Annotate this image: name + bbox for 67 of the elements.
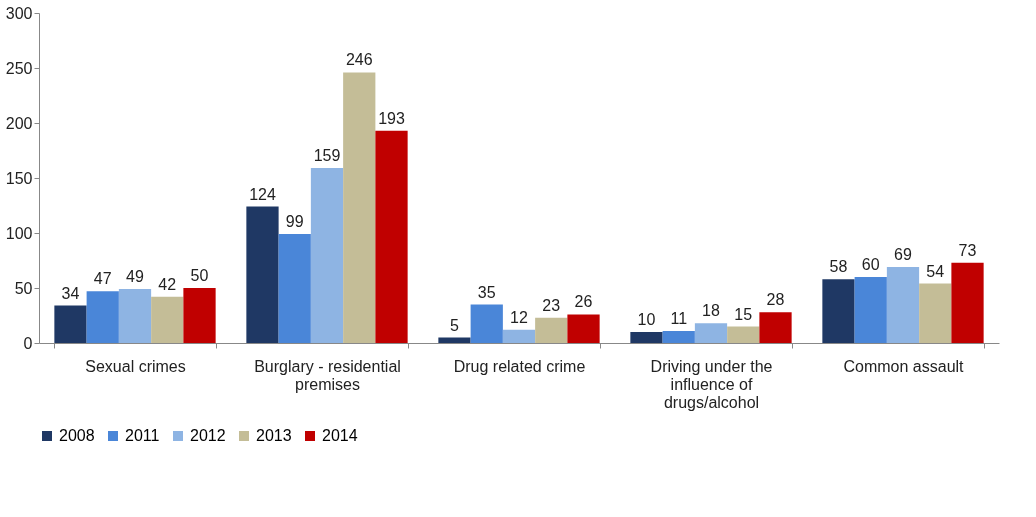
legend-label: 2011	[125, 427, 160, 444]
bar	[183, 288, 216, 343]
x-tick-label: Common assault	[843, 357, 965, 375]
bar	[502, 329, 536, 343]
bar	[886, 267, 920, 343]
x-tick-label: Burglary - residential premises	[254, 357, 401, 393]
data-label: 18	[702, 302, 720, 320]
bar	[630, 332, 663, 343]
bar	[118, 289, 152, 343]
bar	[278, 234, 311, 343]
y-tick-label: 250	[5, 59, 33, 77]
bar	[759, 312, 792, 343]
legend-label: 2013	[256, 427, 292, 444]
data-label: 35	[477, 283, 496, 301]
bar	[375, 130, 408, 343]
bar	[470, 304, 503, 343]
bar	[343, 72, 376, 343]
data-label: 50	[190, 267, 209, 284]
bar	[54, 305, 87, 343]
x-tick-label: Sexual crimes	[85, 357, 186, 375]
bar	[567, 314, 600, 343]
bar	[822, 279, 855, 343]
legend-label: 2012	[190, 427, 226, 444]
data-label: 73	[958, 241, 977, 259]
data-label: 49	[126, 268, 144, 286]
data-label: 28	[766, 291, 785, 309]
bar	[727, 326, 760, 343]
data-label: 159	[313, 147, 341, 165]
bar	[86, 291, 119, 343]
data-label: 10	[637, 311, 656, 328]
y-tick-label: 200	[5, 114, 33, 132]
data-label: 42	[158, 275, 177, 293]
y-tick-label: 300	[5, 4, 33, 22]
y-tick-label: 150	[5, 169, 33, 187]
data-label: 26	[574, 293, 593, 311]
bar	[854, 277, 887, 343]
bar	[662, 330, 695, 343]
data-label: 11	[670, 309, 688, 327]
data-label: 54	[926, 262, 945, 280]
bar	[151, 296, 184, 343]
data-label: 34	[61, 284, 80, 302]
data-label: 23	[542, 296, 561, 314]
legend-label: 2008	[59, 427, 95, 444]
bar	[310, 168, 344, 343]
bar	[246, 206, 279, 343]
bar	[438, 337, 471, 343]
data-label: 58	[829, 258, 848, 276]
data-label: 193	[378, 109, 405, 127]
data-label: 60	[861, 256, 880, 273]
data-label: 15	[734, 305, 753, 323]
y-tick-label: 0	[23, 334, 33, 352]
data-label: 5	[450, 316, 460, 334]
data-label: 69	[894, 246, 912, 264]
bar	[919, 283, 952, 343]
bar	[951, 262, 984, 343]
y-tick-label: 50	[14, 279, 33, 297]
legend-label: 2014	[322, 427, 358, 444]
data-label: 124	[249, 185, 276, 203]
data-label: 47	[93, 270, 112, 288]
y-tick-label: 100	[5, 224, 33, 242]
data-label: 99	[285, 213, 304, 231]
data-label: 12	[510, 308, 528, 326]
bar	[535, 317, 568, 343]
x-tick-label: Driving under the influence of drugs/alcohol	[650, 357, 773, 411]
bar	[694, 323, 728, 343]
x-tick-label: Drug related crime	[453, 357, 586, 375]
data-label: 246	[345, 51, 373, 69]
